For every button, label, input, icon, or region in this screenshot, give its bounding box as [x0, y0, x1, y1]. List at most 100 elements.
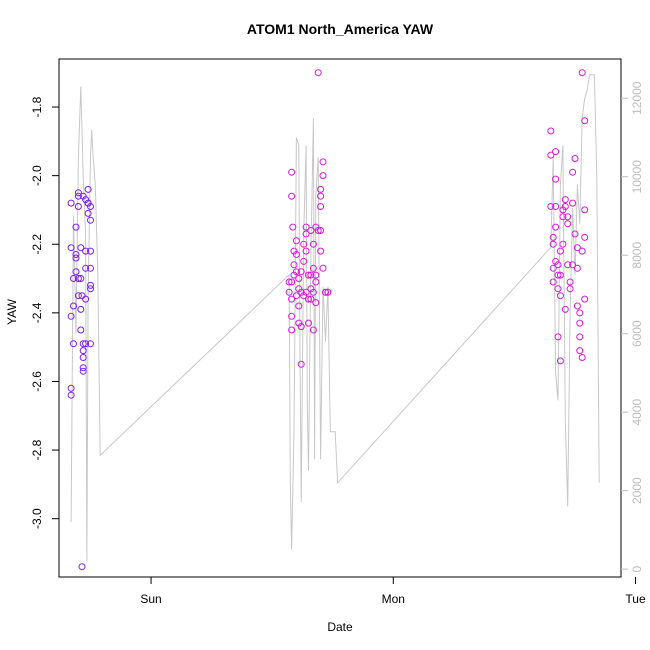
data-point [72, 251, 80, 258]
y2-tick-label: 10000 [630, 160, 644, 194]
data-point [556, 247, 564, 255]
data-point [549, 240, 557, 248]
data-point [72, 254, 80, 262]
data-point [67, 199, 75, 207]
data-point [309, 326, 317, 334]
series-1 [67, 185, 94, 571]
data-point [297, 360, 305, 368]
data-point [317, 185, 325, 193]
data-point [87, 281, 94, 289]
data-point [87, 285, 94, 293]
data-point [87, 264, 94, 272]
data-point [74, 189, 82, 197]
data-point [566, 278, 574, 286]
data-point [295, 319, 303, 327]
data-point [566, 285, 574, 293]
data-point [79, 340, 87, 348]
data-point [319, 264, 327, 272]
data-point [573, 244, 581, 252]
data-point [70, 302, 77, 310]
data-point [87, 203, 94, 210]
data-point [552, 223, 560, 231]
data-point [564, 213, 572, 221]
data-point [559, 213, 567, 221]
data-point [576, 333, 584, 341]
data-point [82, 247, 90, 255]
data-point [314, 227, 322, 234]
data-point [87, 216, 94, 224]
data-point [578, 69, 586, 77]
x-tick-label: Sun [140, 592, 161, 606]
data-point [573, 264, 581, 272]
data-point [578, 354, 586, 361]
y2-tick-label: 6000 [630, 320, 644, 347]
data-point [288, 295, 296, 303]
plot-frame [58, 58, 622, 578]
data-point [297, 268, 305, 276]
data-point [70, 340, 77, 348]
data-point [302, 223, 310, 231]
data-point [571, 230, 579, 238]
data-point [79, 367, 87, 375]
data-point [297, 323, 305, 331]
data-point [78, 292, 86, 300]
data-point [561, 196, 569, 204]
y-tick-label: -3.0 [30, 508, 44, 529]
data-point [317, 247, 325, 255]
data-point [74, 275, 82, 282]
data-point [67, 312, 75, 320]
data-point [67, 391, 75, 399]
data-point [312, 271, 320, 279]
data-point [307, 271, 315, 279]
data-point [79, 354, 87, 361]
data-point [82, 340, 90, 348]
data-point [569, 261, 577, 269]
data-point [307, 295, 315, 303]
data-point [292, 251, 300, 258]
data-point [547, 203, 555, 210]
y-tick-label: -2.2 [30, 234, 44, 255]
data-point [576, 309, 584, 317]
data-point [317, 227, 325, 234]
count-line [70, 74, 600, 562]
data-point [564, 220, 572, 228]
data-point [314, 69, 322, 77]
data-point [297, 288, 305, 296]
data-point [67, 244, 75, 252]
y2-tick-label: 4000 [630, 399, 644, 426]
data-point [581, 233, 589, 241]
count-series [70, 74, 600, 562]
y2-tick-label: 8000 [630, 242, 644, 269]
chart-title: ATOM1 North_America YAW [247, 21, 434, 37]
data-point [309, 240, 317, 248]
data-point [547, 127, 555, 135]
data-point [300, 240, 308, 248]
data-point [288, 326, 296, 334]
data-point [554, 271, 562, 279]
y-tick-label: -2.8 [30, 439, 44, 460]
data-point [300, 257, 308, 265]
data-point [295, 275, 303, 282]
data-point [309, 288, 317, 296]
data-point [77, 275, 85, 282]
data-point [295, 302, 303, 310]
data-point [77, 305, 85, 313]
data-point [305, 295, 312, 303]
data-point [74, 292, 82, 300]
data-point [77, 326, 85, 334]
data-point [561, 305, 569, 313]
data-point [72, 223, 80, 231]
data-point [285, 288, 293, 296]
data-point [571, 155, 579, 162]
data-point [289, 223, 297, 231]
data-point [74, 203, 82, 210]
data-point [288, 168, 296, 176]
data-point [564, 261, 572, 269]
data-point [322, 288, 329, 296]
data-point [302, 288, 310, 296]
data-point [295, 285, 303, 293]
data-point [552, 175, 560, 183]
data-point [561, 203, 569, 210]
data-point [72, 268, 80, 276]
